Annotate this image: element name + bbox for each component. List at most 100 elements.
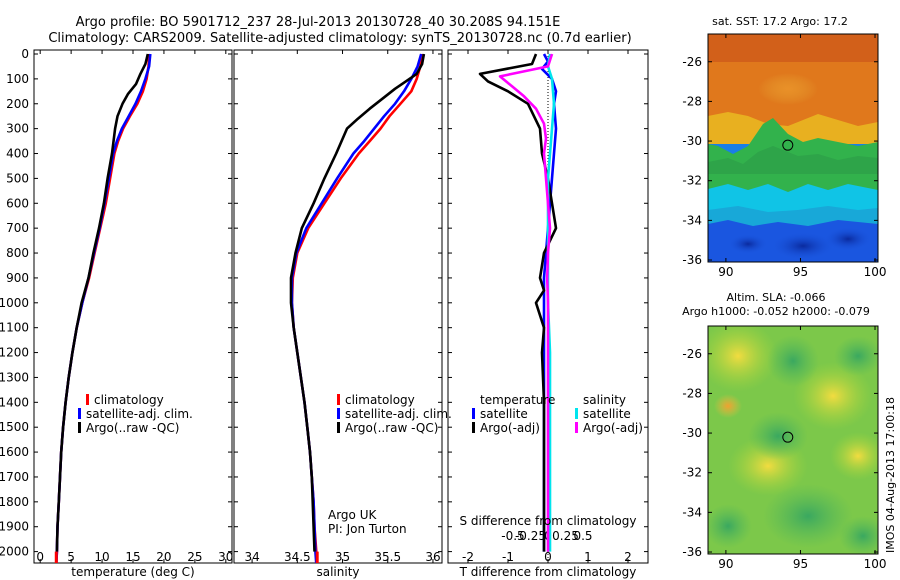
y-tick-label: 1600 [0,445,29,459]
lat-tick-label: -26 [682,347,702,361]
y-tick-label: 900 [6,271,29,285]
y-tick-label: 600 [6,196,29,210]
legend-swatch-argo [337,422,340,433]
temperature-panel-frame [33,49,233,564]
x-tick-label: 35.5 [374,550,401,564]
lat-tick-label: -30 [682,426,702,440]
temperature-xlabel: temperature (deg C) [71,565,194,579]
y-tick-label: 1900 [0,520,29,534]
series-line [498,53,554,552]
lat-tick-label: -26 [682,55,702,69]
x-tick-label: 2 [624,550,632,564]
y-tick-label: 700 [6,221,29,235]
depth-axis: 0 100 200 300 400 500 600 700 800 900 1000 1100 1200… [0,47,648,559]
y-tick-label: 1800 [0,495,29,509]
x-tick-label: 5 [67,550,75,564]
difference-lines [478,53,558,552]
lon-tick-label: 100 [864,557,887,571]
series-line [478,53,558,552]
y-tick-label: 1200 [0,346,29,360]
y-tick-label: 1100 [0,321,29,335]
sst-map-frame [707,33,879,263]
lat-tick-label: -36 [682,545,702,559]
lat-tick-label: -36 [682,253,702,267]
sla-map-frame [707,325,879,555]
legend-argo: Argo(..raw -QC) [345,421,438,435]
s-difference-x-axis: -0.5-0.2500.250.5 [501,529,592,543]
difference-legend: temperature salinity satellite Argo(-adj… [472,393,643,435]
title-line2: Climatology: CARS2009. Satellite-adjuste… [48,31,631,46]
lon-tick-label: 95 [793,557,808,571]
lon-tick-label: 90 [718,265,733,279]
legend-swatch-climatology [86,394,89,405]
legend-swatch-sal-argo [575,422,578,433]
legend-satellite-adj: satellite-adj. clim. [345,407,452,421]
legend-salinity-title: salinity [583,393,626,407]
y-tick-label: 100 [6,72,29,86]
y-tick-label: 0 [21,47,29,61]
legend-swatch-climatology [337,394,340,405]
legend-swatch-satellite [337,408,340,419]
title-line1: Argo profile: BO 5901712_237 28-Jul-2013… [76,15,561,30]
argo-position-marker [782,431,794,443]
y-tick-label: 1500 [0,420,29,434]
lon-tick-label: 100 [864,265,887,279]
x-tick-label: 1 [584,550,592,564]
t-difference-xlabel: T difference from climatology [459,565,637,579]
argo-position-marker [782,139,794,151]
x-tick-label: -1 [502,550,514,564]
sst-map-title: sat. SST: 17.2 Argo: 17.2 [712,15,848,28]
argo-uk-label: Argo UK [328,508,377,522]
y-tick-label: 500 [6,171,29,185]
x-tick-label: 20 [156,550,171,564]
y-tick-label: 1300 [0,370,29,384]
x-tick-label: 0 [36,550,44,564]
series-line [55,53,150,552]
legend-satellite-adj: satellite-adj. clim. [86,407,193,421]
salinity-lines [289,53,426,563]
y-tick-label: 2000 [0,545,29,559]
y-tick-label: 1000 [0,296,29,310]
temperature-x-axis: 0 5 10 15 20 25 30 [36,50,233,564]
s-tick-label: 0.5 [573,529,592,543]
sst-map [708,34,878,262]
imos-stamp: IMOS 04-Aug-2013 17:00:18 [884,397,897,553]
temperature-lines [54,53,152,563]
legend-swatch-temp-argo [472,422,475,433]
sst-map-axes: -26 -28 -30 -32 -34 -36 90 95 100 [682,34,886,279]
lat-tick-label: -34 [682,213,702,227]
x-tick-label: 15 [125,550,140,564]
salinity-x-axis: 34 34.5 35 35.5 36 [244,50,441,564]
y-tick-label: 200 [6,97,29,111]
s-tick-label: -0.5 [501,529,524,543]
y-tick-label: 400 [6,147,29,161]
legend-swatch-satellite [78,408,81,419]
x-tick-label: 34.5 [284,550,311,564]
x-tick-label: 35 [335,550,350,564]
x-tick-label: 34 [244,550,259,564]
y-tick-label: 800 [6,246,29,260]
sla-map [708,326,878,554]
sla-map-title2: Argo h1000: -0.052 h2000: -0.079 [682,305,870,318]
y-tick-label: 1700 [0,470,29,484]
pi-label: PI: Jon Turton [328,522,407,536]
legend-temp-argo: Argo(-adj) [480,421,540,435]
legend-swatch-temp-satellite [472,408,475,419]
s-difference-title: S difference from climatology [460,514,637,528]
series-line [289,53,426,552]
s-tick-label: 0.25 [552,529,579,543]
legend-climatology: climatology [345,393,415,407]
y-tick-label: 1400 [0,395,29,409]
y-tick-label: 300 [6,122,29,136]
s-tick-label: -0.25 [515,529,546,543]
x-tick-label: 36 [425,550,440,564]
salinity-xlabel: salinity [316,565,359,579]
legend-sal-argo: Argo(-adj) [583,421,643,435]
sla-map-axes: -26 -28 -30 -32 -34 -36 90 95 100 [682,326,886,571]
lat-tick-label: -28 [682,386,702,400]
x-tick-label: 25 [187,550,202,564]
lat-tick-label: -32 [682,466,702,480]
series-line [55,53,152,563]
legend-swatch-sal-satellite [575,408,578,419]
